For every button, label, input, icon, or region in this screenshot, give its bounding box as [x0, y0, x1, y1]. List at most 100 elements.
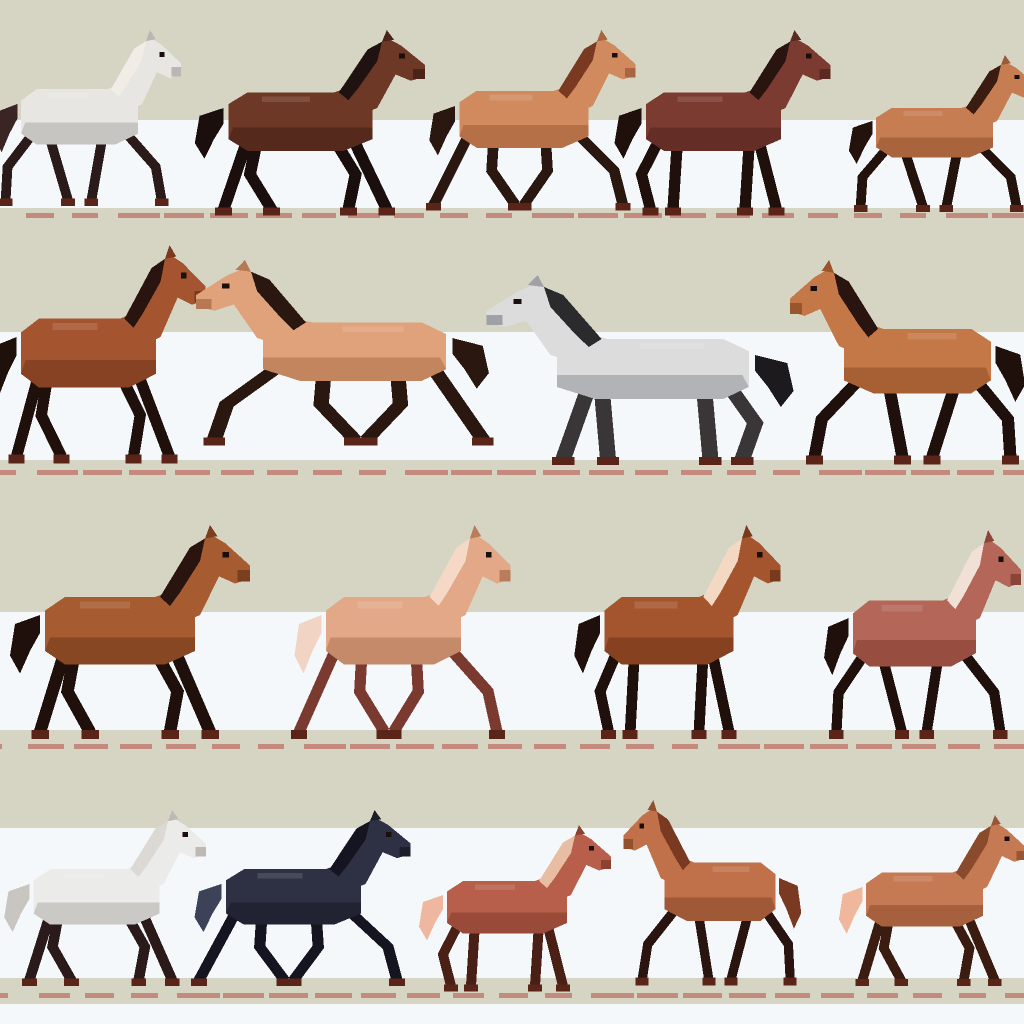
ground-dash — [773, 470, 800, 475]
ground-dash — [304, 744, 346, 749]
horse-sprite — [0, 810, 210, 995]
ground-dash — [762, 213, 794, 218]
horse-grey-icon — [0, 30, 182, 206]
horse-sprite — [785, 260, 1024, 475]
ground-dash — [865, 470, 906, 475]
ground-dash — [488, 744, 522, 749]
ground-dash — [361, 993, 396, 998]
ground-dash — [129, 470, 166, 475]
horse-sprite — [0, 245, 210, 475]
ground-dash — [267, 470, 298, 475]
horse-bay-icon — [10, 525, 250, 739]
ground-dash — [810, 744, 848, 749]
horse-sprite — [5, 525, 255, 750]
ground-dash — [532, 213, 574, 218]
ground-dash — [0, 744, 2, 749]
horse-red-roan-icon — [824, 530, 1021, 739]
ground-dash — [913, 993, 942, 998]
ground-dash — [854, 213, 882, 218]
ground-dash — [775, 993, 810, 998]
ground-dash — [313, 470, 342, 475]
horse-sprite — [610, 30, 835, 225]
horse-sprite — [570, 525, 785, 750]
ground-dash — [72, 213, 98, 218]
ground-dash — [856, 744, 892, 749]
horse-chestnut-icon — [848, 55, 1024, 212]
horse-black-icon — [191, 810, 411, 986]
ground-dash — [946, 213, 988, 218]
ground-dash — [221, 470, 254, 475]
ground-dash — [497, 470, 536, 475]
ground-dash — [348, 213, 380, 218]
horse-buckskin-icon — [196, 260, 494, 446]
ground-dash — [451, 470, 492, 475]
ground-dash — [545, 993, 572, 998]
ground-dash — [223, 993, 264, 998]
horse-sorrel-icon — [838, 815, 1024, 986]
ground-dash — [258, 744, 284, 749]
horse-palomino-icon — [291, 525, 511, 739]
horse-grey-icon — [486, 275, 794, 465]
ground-dash — [28, 744, 64, 749]
ground-dash — [166, 744, 196, 749]
ground-dash — [911, 470, 950, 475]
horse-dark-bay-icon — [194, 30, 426, 216]
ground-dash — [440, 213, 468, 218]
horse-sprite — [845, 55, 1024, 220]
horse-bay-icon — [0, 245, 206, 464]
ground-dash — [131, 993, 158, 998]
ground-dash — [120, 744, 152, 749]
ground-dash — [177, 993, 220, 998]
ground-dash — [0, 470, 16, 475]
ground-dash — [350, 744, 390, 749]
ground-dash — [729, 993, 766, 998]
ground-dash — [83, 470, 122, 475]
ground-dash — [396, 744, 434, 749]
ground-dash — [580, 744, 610, 749]
horse-sprite — [190, 30, 430, 225]
ground-dash — [26, 213, 54, 218]
ground-dash — [302, 213, 336, 218]
bottom-band — [0, 1004, 1024, 1024]
ground-dash — [727, 470, 756, 475]
ground-dash — [1003, 470, 1024, 475]
ground-dash — [764, 744, 804, 749]
ground-dash — [578, 213, 618, 218]
ground-dash — [994, 744, 1024, 749]
horse-grey-icon — [4, 810, 206, 986]
ground-dash — [175, 470, 210, 475]
ground-dash — [867, 993, 898, 998]
ground-dash — [1005, 993, 1024, 998]
horse-sprite — [190, 260, 495, 455]
ground-dash — [74, 744, 108, 749]
ground-dash — [959, 993, 986, 998]
ground-dash — [0, 993, 8, 998]
ground-dash — [821, 993, 854, 998]
ground-dash — [85, 993, 114, 998]
ground-dash — [256, 213, 292, 218]
ground-dash — [672, 744, 698, 749]
ground-dash — [683, 993, 722, 998]
ground-dash — [624, 213, 662, 218]
horse-sprite — [0, 30, 185, 215]
ground-dash — [808, 213, 838, 218]
ground-dash — [212, 744, 240, 749]
ground-dash — [453, 993, 484, 998]
ground-dash — [405, 470, 448, 475]
ground-dash — [394, 213, 424, 218]
ground-dash — [543, 470, 580, 475]
ground-dash — [164, 213, 204, 218]
ground-dash — [39, 993, 70, 998]
ground-dash — [957, 470, 994, 475]
ground-dash — [716, 213, 750, 218]
ground-dash — [718, 744, 760, 749]
ground-dash — [359, 470, 386, 475]
horse-sprite — [480, 275, 800, 475]
ground-dash — [534, 744, 566, 749]
ground-dash — [315, 993, 352, 998]
horse-light-bay-icon — [426, 30, 636, 211]
horse-sprite — [190, 810, 415, 995]
ground-dash — [635, 470, 668, 475]
horse-sprite — [620, 800, 805, 995]
